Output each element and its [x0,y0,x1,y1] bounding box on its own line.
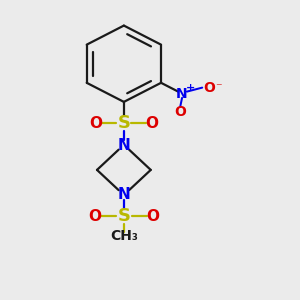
Text: ⁻: ⁻ [215,81,222,94]
Text: S: S [117,115,130,133]
Text: N: N [118,187,130,202]
Text: N: N [176,87,188,100]
Text: N: N [118,137,130,152]
Text: +: + [186,82,195,93]
Text: O: O [146,209,160,224]
Text: O: O [146,116,158,131]
Text: O: O [174,105,186,119]
Text: S: S [117,207,130,225]
Text: O: O [89,116,102,131]
Text: CH₃: CH₃ [110,229,138,243]
Text: O: O [88,209,101,224]
Text: O: O [203,81,215,94]
